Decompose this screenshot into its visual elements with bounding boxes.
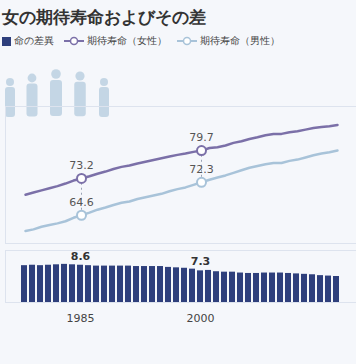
svg-text:2000: 2000 — [187, 312, 215, 325]
svg-text:73.2: 73.2 — [69, 159, 94, 172]
svg-text:8.6: 8.6 — [71, 250, 91, 263]
html-text:女の期待寿命およびその差: 女の期待寿命およびその差 — [2, 7, 206, 27]
svg-text:64.6: 64.6 — [69, 196, 94, 209]
svg-text:72.3: 72.3 — [189, 163, 214, 176]
html-text:期待寿命（男性）: 期待寿命（男性） — [200, 35, 280, 46]
svg-text:7.3: 7.3 — [191, 255, 211, 268]
svg-text:79.7: 79.7 — [189, 131, 214, 144]
html-text:期待寿命（女性）: 期待寿命（女性） — [87, 35, 167, 46]
svg-text:1985: 1985 — [67, 312, 95, 325]
html-text:命の差異: 命の差異 — [14, 35, 54, 46]
